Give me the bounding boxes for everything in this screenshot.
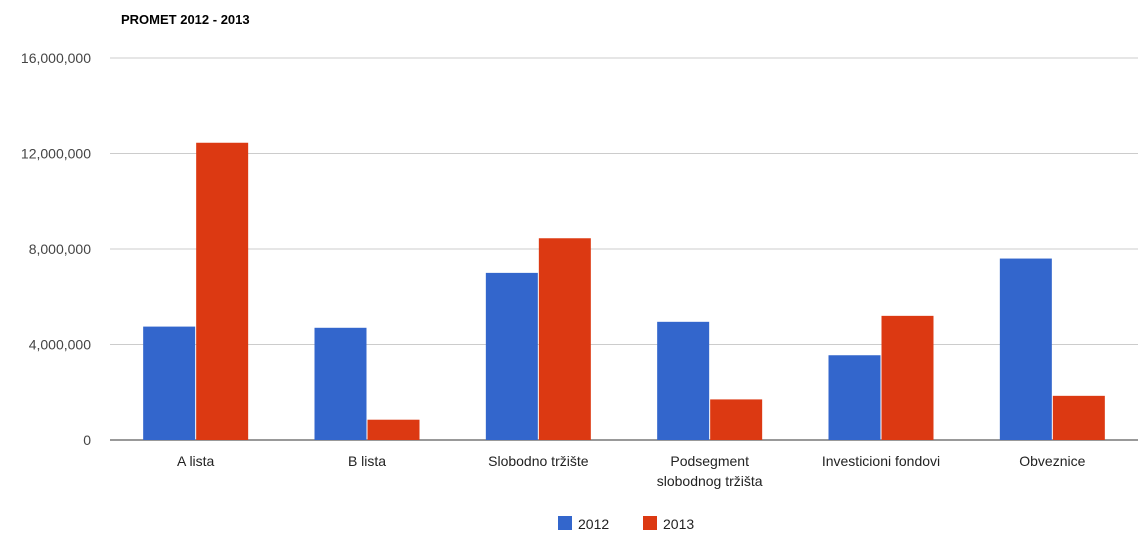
- legend-swatch-2012: [558, 516, 572, 530]
- x-axis-labels: A lista B lista Slobodno tržište Podsegment…: [177, 453, 1086, 489]
- gridlines: [110, 57, 1138, 441]
- bar-2012-0[interactable]: [143, 326, 196, 440]
- x-tick-label: Slobodno tržište: [488, 453, 589, 469]
- bar-2013-2[interactable]: [538, 238, 591, 440]
- bar-2012-5[interactable]: [999, 258, 1052, 440]
- bar-2012-2[interactable]: [485, 272, 538, 440]
- legend-label: 2012: [578, 516, 609, 532]
- bars: [143, 142, 1105, 440]
- bar-2013-1[interactable]: [367, 419, 420, 440]
- x-tick-label-line: Investicioni fondovi: [822, 453, 940, 469]
- chart-title: PROMET 2012 - 2013: [121, 12, 250, 27]
- y-tick-label: 8,000,000: [29, 241, 91, 257]
- bar-2013-4[interactable]: [881, 315, 934, 440]
- x-tick-label: A lista: [177, 453, 215, 469]
- bar-2013-5[interactable]: [1052, 395, 1105, 440]
- x-tick-label: Obveznice: [1019, 453, 1085, 469]
- y-tick-label: 16,000,000: [21, 50, 91, 66]
- x-tick-label-line: Slobodno tržište: [488, 453, 589, 469]
- x-tick-label: Podsegment slobodnog tržišta: [657, 453, 763, 489]
- y-tick-label: 0: [83, 432, 91, 448]
- bar-2013-0[interactable]: [196, 142, 249, 440]
- y-axis-labels: 0 4,000,000 8,000,000 12,000,000 16,000,000: [21, 50, 91, 448]
- x-tick-label-line: Obveznice: [1019, 453, 1085, 469]
- bar-2013-3[interactable]: [710, 399, 763, 440]
- legend: 2012 2013: [558, 516, 694, 532]
- bar-2012-4[interactable]: [828, 355, 881, 440]
- y-tick-label: 12,000,000: [21, 146, 91, 162]
- x-tick-label-line: B lista: [348, 453, 386, 469]
- bar-2012-1[interactable]: [314, 327, 367, 440]
- x-tick-label: B lista: [348, 453, 386, 469]
- x-tick-label-line: Podsegment: [670, 453, 749, 469]
- legend-label: 2013: [663, 516, 694, 532]
- y-tick-label: 4,000,000: [29, 337, 91, 353]
- legend-swatch-2013: [643, 516, 657, 530]
- x-tick-label: Investicioni fondovi: [822, 453, 940, 469]
- x-tick-label-line: slobodnog tržišta: [657, 473, 763, 489]
- bar-2012-3[interactable]: [657, 321, 710, 440]
- x-tick-label-line: A lista: [177, 453, 215, 469]
